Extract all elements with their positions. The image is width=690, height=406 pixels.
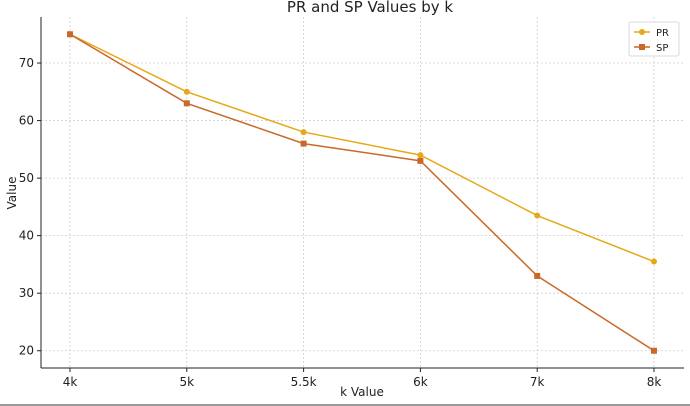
- grid-lines: [41, 17, 684, 368]
- legend-label-pr: PR: [656, 28, 669, 39]
- x-tick-label: 5.5k: [291, 375, 317, 389]
- x-tick-label: 7k: [530, 375, 545, 389]
- data-point-sp: [534, 272, 541, 279]
- bottom-divider: [0, 404, 690, 406]
- legend-box: [628, 21, 680, 57]
- legend: PR SP: [628, 21, 680, 57]
- y-tick-label: 20: [19, 344, 34, 358]
- x-tick-label: 4k: [63, 375, 78, 389]
- data-point-sp: [300, 140, 307, 147]
- y-axis-label: Value: [5, 177, 19, 210]
- legend-label-sp: SP: [656, 43, 668, 54]
- legend-marker-sp: [639, 44, 645, 50]
- data-point-sp: [183, 100, 190, 107]
- x-tick-label: 8k: [647, 375, 662, 389]
- data-point-pr: [534, 212, 541, 219]
- axes: [40, 17, 684, 369]
- x-axis-label: k Value: [340, 385, 384, 399]
- series-line-sp: [69, 33, 655, 352]
- legend-marker-pr: [639, 29, 645, 35]
- data-point-sp: [67, 31, 73, 38]
- y-tick-label: 50: [19, 171, 34, 185]
- axis-ticks: 4k 5k 5.5k 6k 7k 8k 20 30 40 50 60 70: [19, 56, 662, 389]
- chart-title: PR and SP Values by k: [287, 0, 454, 16]
- y-tick-label: 60: [19, 114, 34, 128]
- y-tick-label: 70: [19, 56, 34, 70]
- x-tick-label: 5k: [180, 375, 195, 389]
- x-tick-label: 6k: [413, 375, 428, 389]
- data-point-pr: [651, 258, 657, 265]
- data-point-sp: [651, 347, 657, 354]
- data-point-sp: [417, 157, 424, 164]
- data-point-pr: [300, 129, 307, 136]
- series-line-pr: [69, 33, 655, 263]
- data-point-pr: [183, 88, 190, 95]
- data-point-pr: [417, 152, 424, 159]
- series-group: [67, 31, 657, 354]
- y-tick-label: 30: [19, 286, 34, 300]
- y-tick-label: 40: [19, 229, 34, 243]
